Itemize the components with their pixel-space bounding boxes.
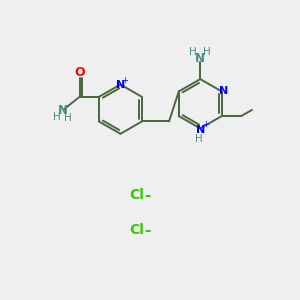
Text: N: N (58, 104, 68, 117)
Text: N: N (116, 80, 125, 89)
Text: H: H (189, 47, 197, 57)
Text: +: + (122, 76, 128, 85)
Text: -: - (145, 188, 151, 203)
Text: O: O (74, 67, 85, 80)
Text: H: H (203, 47, 211, 57)
Text: -: - (145, 223, 151, 238)
Text: N: N (219, 86, 229, 96)
Text: Cl: Cl (129, 188, 144, 203)
Text: H: H (64, 112, 72, 123)
Text: H: H (195, 134, 203, 144)
Text: Cl: Cl (129, 223, 144, 237)
Text: N: N (196, 125, 205, 135)
Text: +: + (202, 120, 209, 129)
Text: H: H (53, 112, 61, 122)
Text: N: N (195, 52, 205, 65)
